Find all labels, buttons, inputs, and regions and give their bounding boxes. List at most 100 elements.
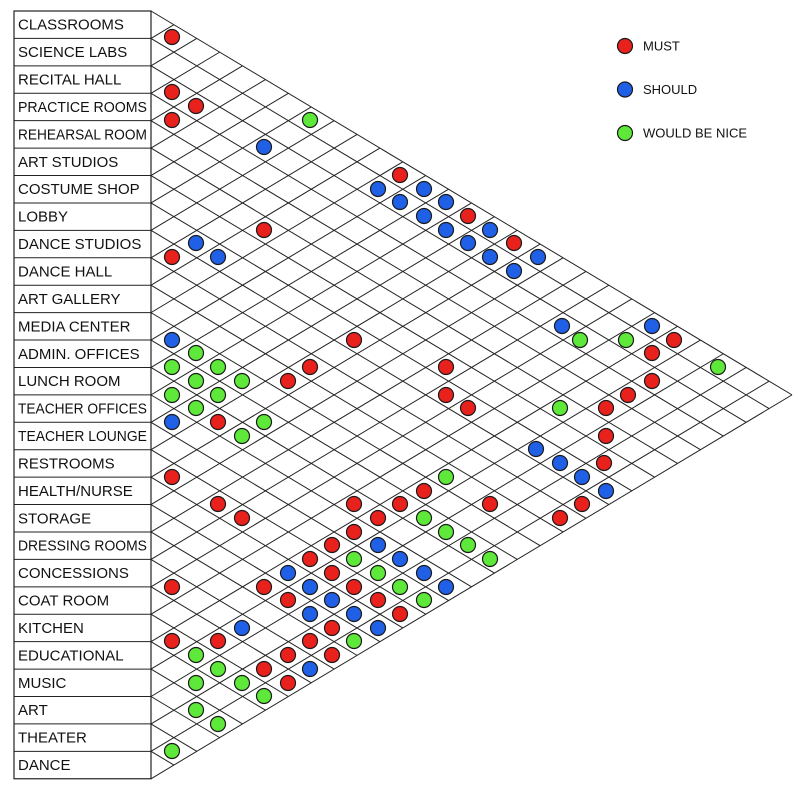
must-dot xyxy=(415,482,433,500)
must-dot xyxy=(345,495,363,513)
relationship-dots xyxy=(163,28,727,760)
legend-label-should: SHOULD xyxy=(643,82,697,97)
nice-dot xyxy=(187,399,205,417)
must-dot xyxy=(279,674,297,692)
nice-dot xyxy=(369,564,387,582)
matrix-line xyxy=(150,476,404,629)
nice-dot xyxy=(187,701,205,719)
should-dot xyxy=(573,468,591,486)
nice-dot xyxy=(415,509,433,527)
must-dot xyxy=(163,468,181,486)
should-dot xyxy=(391,193,409,211)
room-label: SCIENCE LABS xyxy=(18,44,127,61)
room-label: REHEARSAL ROOM xyxy=(18,127,147,144)
matrix-line xyxy=(150,202,633,492)
matrix-line xyxy=(150,216,495,423)
nice-dot xyxy=(709,358,727,376)
matrix-line xyxy=(150,92,724,437)
room-label: THEATER xyxy=(18,730,87,747)
must-dot xyxy=(323,619,341,637)
matrix-line xyxy=(150,421,449,601)
matrix-line xyxy=(150,312,655,615)
must-dot xyxy=(345,523,363,541)
should-dot xyxy=(551,454,569,472)
matrix-line xyxy=(150,367,747,725)
nice-dot xyxy=(187,372,205,390)
matrix-line xyxy=(150,133,358,259)
nice-dot xyxy=(437,468,455,486)
must-dot xyxy=(551,509,569,527)
legend: MUST SHOULD WOULD BE NICE xyxy=(616,37,747,142)
should-dot xyxy=(301,605,319,623)
matrix-line xyxy=(150,106,312,204)
must-dot xyxy=(597,399,615,417)
must-dot xyxy=(301,358,319,376)
matrix-line xyxy=(150,51,220,94)
nice-dot xyxy=(437,523,455,541)
room-label: EDUCATIONAL xyxy=(18,647,124,664)
room-label: COSTUME SHOP xyxy=(18,181,140,198)
should-dot xyxy=(163,331,181,349)
matrix-line xyxy=(150,271,587,533)
must-dot xyxy=(597,427,615,445)
room-label: TEACHER OFFICES xyxy=(18,401,147,418)
matrix-line xyxy=(150,37,770,410)
room-label: PRACTICE ROOMS xyxy=(18,100,147,116)
nice-dot xyxy=(209,660,227,678)
nice-dot xyxy=(163,742,181,760)
must-dot xyxy=(665,331,683,349)
room-label: CONCESSIONS xyxy=(18,565,129,582)
must-dot xyxy=(163,83,181,101)
should-dot xyxy=(301,660,319,678)
room-label: DANCE HALL xyxy=(18,263,112,280)
legend-swatch-should xyxy=(616,81,634,98)
matrix-line xyxy=(150,696,220,739)
matrix-line xyxy=(150,750,175,766)
matrix-line xyxy=(150,586,312,684)
should-dot xyxy=(481,248,499,266)
must-dot xyxy=(481,495,499,513)
room-label: TEACHER LOUNGE xyxy=(18,429,147,446)
room-label: LOBBY xyxy=(18,209,68,226)
matrix-line xyxy=(150,325,678,643)
must-dot xyxy=(391,166,409,184)
nice-dot xyxy=(187,646,205,664)
nice-dot xyxy=(255,687,273,705)
matrix-line xyxy=(150,188,449,368)
should-dot xyxy=(437,221,455,239)
room-label: RESTROOMS xyxy=(18,455,115,472)
should-dot xyxy=(527,440,545,458)
must-dot xyxy=(255,578,273,596)
matrix-line xyxy=(150,202,472,396)
should-dot xyxy=(345,605,363,623)
must-dot xyxy=(301,550,319,568)
should-dot xyxy=(279,564,297,582)
must-dot xyxy=(345,578,363,596)
must-dot xyxy=(369,509,387,527)
should-dot xyxy=(415,207,433,225)
room-label: LUNCH ROOM xyxy=(18,373,121,390)
room-label: KITCHEN xyxy=(18,620,84,637)
should-dot xyxy=(323,591,341,609)
should-dot xyxy=(553,317,571,335)
should-dot xyxy=(529,248,547,266)
must-dot xyxy=(369,591,387,609)
room-label: STORAGE xyxy=(18,510,91,527)
must-dot xyxy=(391,495,409,513)
nice-dot xyxy=(459,536,477,554)
room-label: RECITAL HALL xyxy=(18,72,121,89)
must-dot xyxy=(163,248,181,266)
nice-dot xyxy=(571,331,589,349)
should-dot xyxy=(597,482,615,500)
matrix-line xyxy=(150,175,426,341)
legend-swatch-nice xyxy=(616,124,634,142)
should-dot xyxy=(233,619,251,637)
should-dot xyxy=(459,234,477,252)
must-dot xyxy=(187,97,205,115)
room-label: COAT ROOM xyxy=(18,593,109,610)
must-dot xyxy=(643,344,661,362)
nice-dot xyxy=(617,331,635,349)
should-dot xyxy=(209,248,227,266)
must-dot xyxy=(573,495,591,513)
